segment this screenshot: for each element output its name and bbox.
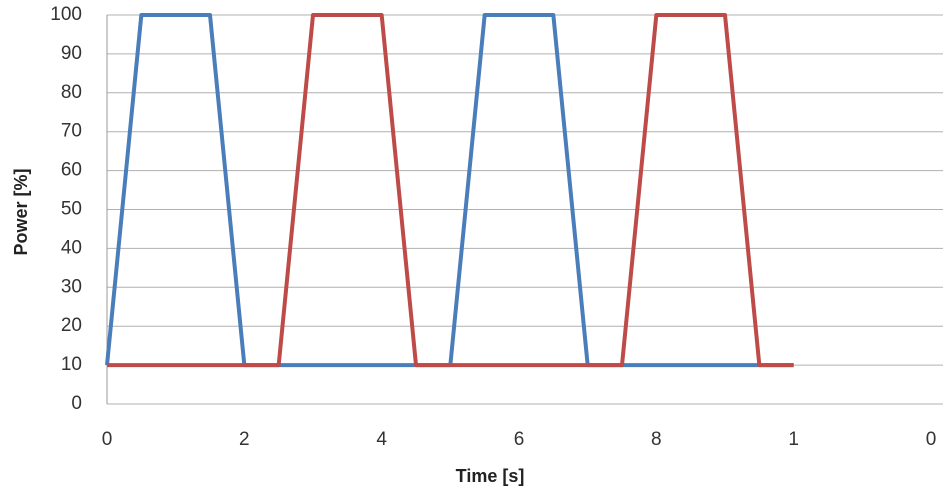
- y-tick-label: 90: [61, 43, 82, 64]
- y-tick-label: 70: [61, 121, 82, 142]
- y-tick-label: 100: [50, 4, 82, 25]
- y-tick-label: 40: [61, 237, 82, 258]
- x-tick-label: 0: [926, 429, 937, 450]
- x-tick-label: 2: [239, 429, 250, 450]
- y-tick-label: 0: [71, 393, 82, 414]
- y-tick-label: 30: [61, 276, 82, 297]
- x-tick-label: 6: [514, 429, 525, 450]
- x-tick-label: 1: [788, 429, 799, 450]
- x-axis-title: Time [s]: [456, 466, 525, 486]
- y-tick-label: 10: [61, 354, 82, 375]
- y-tick-label: 80: [61, 82, 82, 103]
- x-tick-label: 8: [651, 429, 662, 450]
- y-axis-title: Power [%]: [11, 168, 31, 255]
- x-tick-label: 4: [376, 429, 387, 450]
- series-line: [107, 13, 794, 368]
- y-tick-label: 20: [61, 315, 82, 336]
- y-tick-label: 50: [61, 199, 82, 220]
- series-line: [105, 13, 794, 368]
- y-tick-label: 60: [61, 160, 82, 181]
- x-tick-label: 0: [102, 429, 113, 450]
